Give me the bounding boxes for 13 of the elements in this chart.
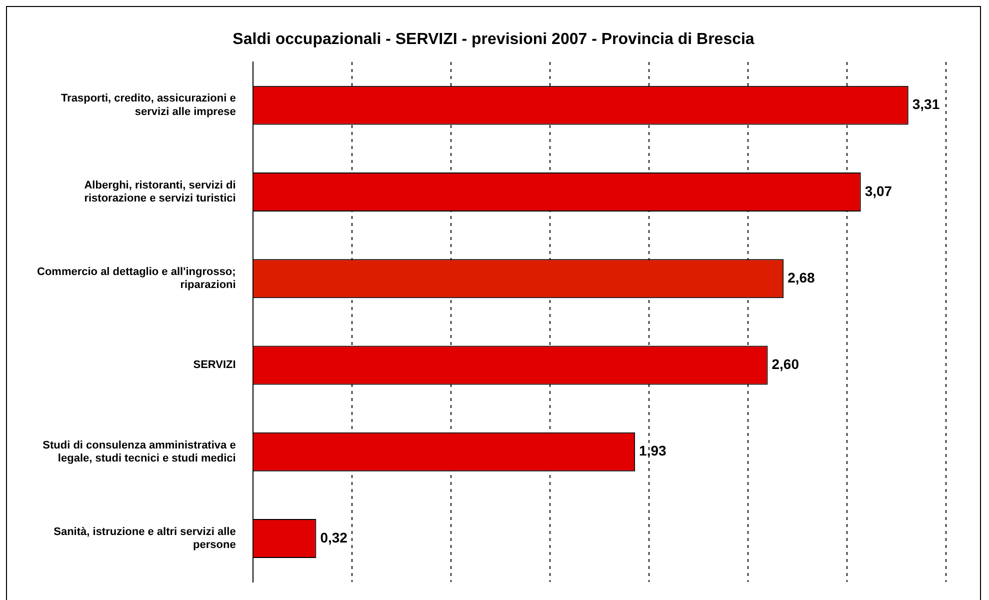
data-label: 1,93 xyxy=(639,442,667,459)
data-label: 2,68 xyxy=(788,269,816,286)
y-tick-label: Alberghi, ristoranti, servizi di ristorazione e servizi turistici xyxy=(84,179,236,205)
y-tick-label: Sanità, istruzione e altri servizi alle persone xyxy=(54,526,236,552)
data-label: 3,31 xyxy=(912,96,940,112)
data-label: 0,32 xyxy=(320,529,348,546)
y-tick-label: Trasporti, credito, assicurazioni e servizi alle imprese xyxy=(60,92,236,118)
data-label: 2,60 xyxy=(772,356,800,372)
y-tick-label: Studi di consulenza amministrativa e legale, studi tecnici e studi medici xyxy=(42,439,236,464)
chart-title: Saldi occupazionali - SERVIZI - previsioni 2007 - Provincia di Brescia xyxy=(232,31,756,49)
y-tick-label: Commercio al dettaglio e all'ingrosso; riparazioni xyxy=(36,266,236,292)
data-label: 3,07 xyxy=(864,182,892,199)
y-tick-label: SERVIZI xyxy=(193,359,236,372)
